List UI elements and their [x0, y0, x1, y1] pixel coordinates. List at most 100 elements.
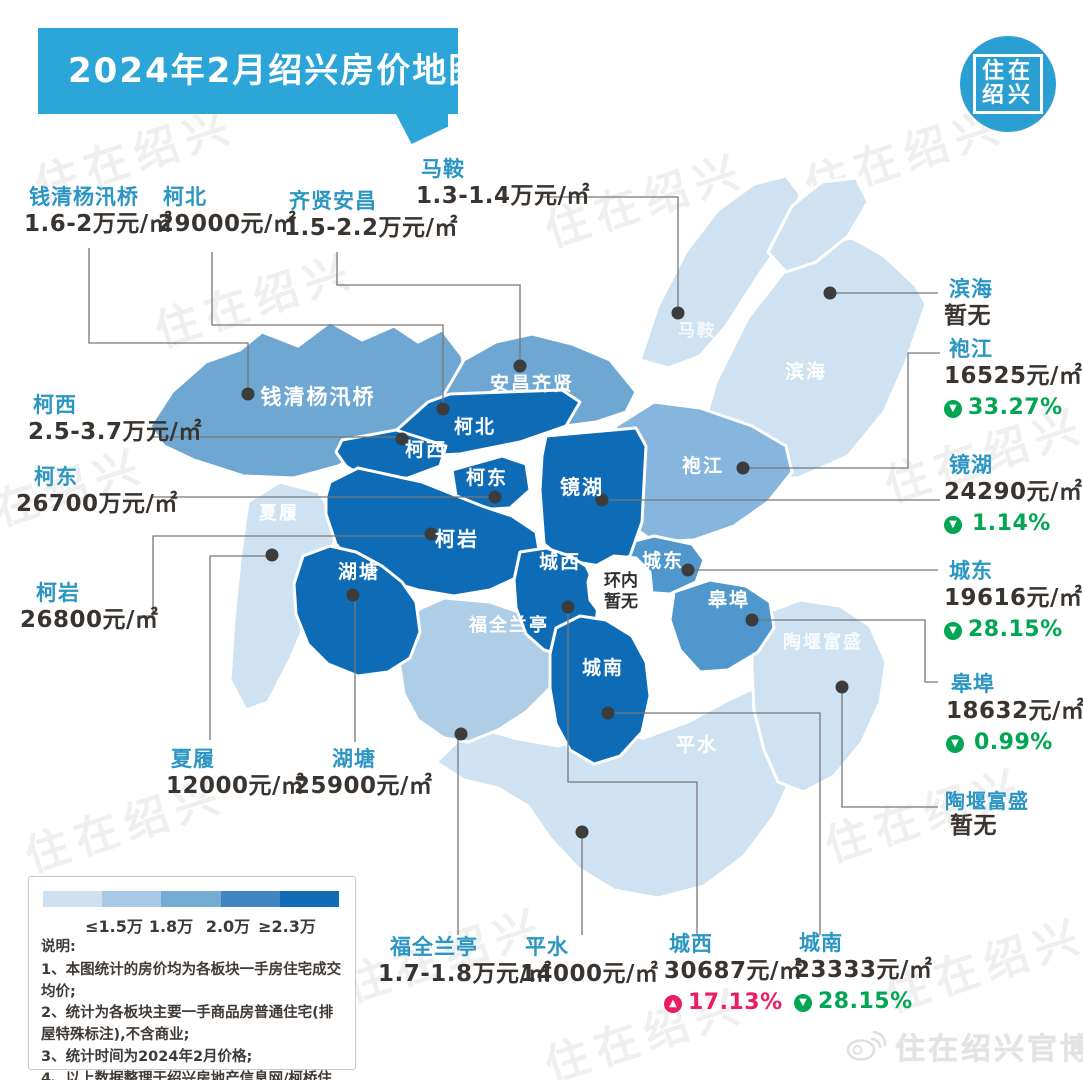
color-legend: [43, 891, 340, 907]
dot-kedong: [488, 490, 502, 504]
legend-label-4: ≥2.3万: [258, 917, 316, 936]
stat-value: 23333元/㎡: [794, 956, 933, 983]
dot-kebei: [436, 402, 450, 416]
stat-kedong: 柯东 26700万元/㎡: [16, 465, 178, 517]
change-percent: 1.14%: [972, 511, 1051, 537]
brand-logo-line1: 住在: [981, 58, 1034, 84]
stat-name: 柯西: [33, 393, 77, 417]
change-percent: 0.99%: [974, 730, 1053, 756]
map-label-jinghu: 镜湖: [560, 475, 604, 499]
legend-label-2: 1.8万: [148, 917, 194, 936]
stat-name: 柯北: [163, 185, 207, 209]
weibo-credit-text: 住在绍兴官博: [895, 1032, 1083, 1067]
stat-value: 1.3-1.4万元/㎡: [416, 182, 590, 209]
weibo-credit: 住在绍兴官博: [845, 1024, 1083, 1068]
dot-fuquan: [454, 727, 468, 741]
stat-name: 齐贤安昌: [289, 189, 377, 213]
stat-value: 暂无: [950, 813, 997, 840]
region-maan: [638, 174, 802, 370]
dot-jinghu: [595, 493, 609, 507]
dot-hutang: [346, 588, 360, 602]
stat-chengdong: 城东 19616元/㎡ ▼ 28.15%: [944, 559, 1082, 643]
stat-keyan: 柯岩 26800元/㎡: [20, 581, 158, 633]
change-percent: 33.27%: [968, 395, 1063, 421]
map-label-chengnan: 城南: [582, 656, 624, 679]
dot-kexi: [395, 432, 409, 446]
stat-name: 夏履: [171, 747, 215, 771]
map-label-maan: 马鞍: [678, 320, 716, 341]
brand-logo-line2: 绍兴: [981, 83, 1034, 108]
stat-gaobu: 皋埠 18632元/㎡ ▼ 0.99%: [946, 672, 1083, 756]
dot-pingshui: [575, 825, 589, 839]
dot-taoyan: [835, 680, 849, 694]
change-percent: 28.15%: [968, 617, 1063, 643]
map-label-chengxi: 城西: [539, 550, 581, 573]
stat-name: 陶堰富盛: [945, 789, 1029, 813]
legend-label-3: 2.0万: [205, 917, 251, 936]
stat-name: 皋埠: [951, 672, 995, 696]
down-arrow-icon: ▼: [944, 399, 962, 418]
stat-value: 16525元/㎡: [944, 362, 1083, 389]
stat-name: 柯东: [34, 465, 78, 489]
map-label-kedong: 柯东: [466, 466, 508, 489]
brand-logo-box: 住在 绍兴: [972, 53, 1043, 115]
weibo-icon: [846, 1030, 887, 1061]
stat-value: 24290元/㎡: [944, 478, 1083, 505]
stat-taoyan: 陶堰富盛 暂无: [940, 790, 1029, 840]
stat-kebei: 柯北 29000元/㎡: [158, 185, 296, 237]
map-label-gaobu: 皋埠: [708, 588, 750, 611]
stat-value: 30687元/㎡: [664, 957, 803, 984]
stat-maan: 马鞍 1.3-1.4万元/㎡: [416, 157, 590, 209]
map-label-qianqing: 钱清杨汛桥: [261, 385, 376, 409]
dot-qianqing: [241, 387, 255, 401]
stat-fuquan: 福全兰亭 1.7-1.8万元/㎡: [378, 935, 552, 987]
price-change: ▼ 1.14%: [944, 512, 1082, 537]
stat-name: 柯岩: [36, 581, 80, 605]
legend-swatch-5: [279, 891, 340, 907]
region-ring-no-data: [586, 554, 654, 624]
leader-chengnan: [611, 712, 821, 935]
stat-name: 镜湖: [949, 453, 993, 477]
region-hutang: [292, 544, 422, 678]
dot-chengnan: [601, 706, 615, 720]
title-banner: 2024年2月绍兴房价地图: [38, 28, 482, 114]
change-percent: 28.15%: [818, 989, 913, 1015]
stat-value: 1.5-2.2万元/㎡: [284, 214, 458, 241]
stat-hutang: 湖塘 25900元/㎡: [294, 747, 433, 799]
dot-gaobu: [745, 613, 759, 627]
stat-value: 1.7-1.8万元/㎡: [378, 960, 552, 987]
leader-gaobu: [752, 619, 938, 683]
note-line: 1、本图统计的房价均为各板块一手房住宅成交均价;: [41, 961, 342, 1000]
stat-name: 钱清杨汛桥: [29, 185, 139, 209]
stat-value: 26700万元/㎡: [16, 490, 178, 517]
leader-chengxi: [567, 610, 698, 935]
down-arrow-icon: ▼: [946, 734, 964, 753]
price-change: ▼ 28.15%: [944, 618, 1082, 643]
map-label-kebei: 柯北: [454, 416, 496, 438]
stat-value: 18632元/㎡: [946, 697, 1083, 724]
map-label-keyan: 柯岩: [435, 527, 479, 551]
dot-xialv: [265, 548, 279, 562]
up-arrow-icon: ▲: [664, 994, 682, 1013]
dot-maan: [671, 306, 685, 320]
stat-name: 城西: [669, 932, 713, 956]
region-xialv: [228, 480, 340, 712]
stat-value: 25900元/㎡: [294, 772, 433, 799]
notes: 说明: 1、本图统计的房价均为各板块一手房住宅成交均价; 2、统计为各板块主要一…: [41, 937, 343, 1080]
down-arrow-icon: ▼: [794, 993, 812, 1012]
note-line: 2、统计为各板块主要一手商品房普通住宅(排屋特殊标注),不含商业;: [41, 1005, 334, 1043]
legend-swatch-4: [220, 891, 280, 907]
price-change: ▼ 0.99%: [946, 731, 1083, 756]
stat-qianqing: 钱清杨汛桥 1.6-2万元/㎡: [24, 185, 172, 237]
stat-name: 平水: [525, 935, 569, 959]
stat-name: 湖塘: [332, 747, 376, 771]
dot-chengdong: [681, 563, 695, 577]
map-label-fuquan: 福全兰亭: [468, 614, 549, 636]
region-taoyan-fusheng: [750, 598, 888, 794]
dot-paojiang: [736, 461, 750, 475]
region-gaobu: [668, 578, 776, 674]
dot-chengxi: [561, 600, 575, 614]
map-label-paojiang: 袍江: [682, 454, 724, 477]
stat-value: 12000元/㎡: [166, 772, 305, 799]
leader-maan: [540, 196, 679, 311]
